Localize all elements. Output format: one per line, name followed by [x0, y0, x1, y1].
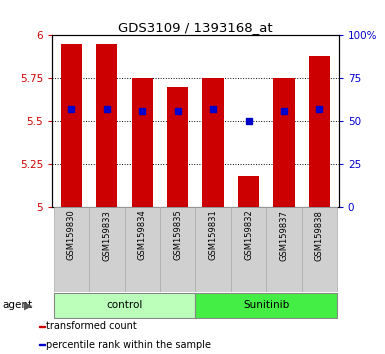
Text: GSM159834: GSM159834 — [138, 210, 147, 261]
Text: GSM159832: GSM159832 — [244, 210, 253, 261]
Bar — [195, 292, 337, 318]
Text: GSM159835: GSM159835 — [173, 210, 182, 261]
Bar — [96, 44, 117, 207]
Bar — [39, 326, 45, 327]
Bar — [125, 207, 160, 292]
Bar — [301, 207, 337, 292]
Text: Sunitinib: Sunitinib — [243, 300, 290, 310]
Text: ▶: ▶ — [23, 300, 32, 310]
Text: control: control — [106, 300, 143, 310]
Text: GSM159831: GSM159831 — [209, 210, 218, 261]
Bar — [266, 207, 301, 292]
Text: GSM159830: GSM159830 — [67, 210, 76, 261]
Bar — [203, 78, 224, 207]
Text: agent: agent — [2, 300, 32, 310]
Bar — [238, 176, 259, 207]
Text: GSM159833: GSM159833 — [102, 210, 111, 261]
Bar — [273, 78, 295, 207]
Text: GSM159838: GSM159838 — [315, 210, 324, 261]
Text: percentile rank within the sample: percentile rank within the sample — [46, 340, 211, 350]
Bar — [132, 78, 153, 207]
Text: GSM159837: GSM159837 — [280, 210, 288, 261]
Bar — [195, 207, 231, 292]
Bar — [89, 207, 125, 292]
Bar — [167, 87, 188, 207]
Text: transformed count: transformed count — [46, 321, 137, 331]
Bar — [61, 44, 82, 207]
Bar — [309, 56, 330, 207]
Bar — [231, 207, 266, 292]
Bar — [39, 344, 45, 346]
Title: GDS3109 / 1393168_at: GDS3109 / 1393168_at — [118, 21, 273, 34]
Bar — [54, 292, 195, 318]
Bar — [54, 207, 89, 292]
Bar — [160, 207, 195, 292]
